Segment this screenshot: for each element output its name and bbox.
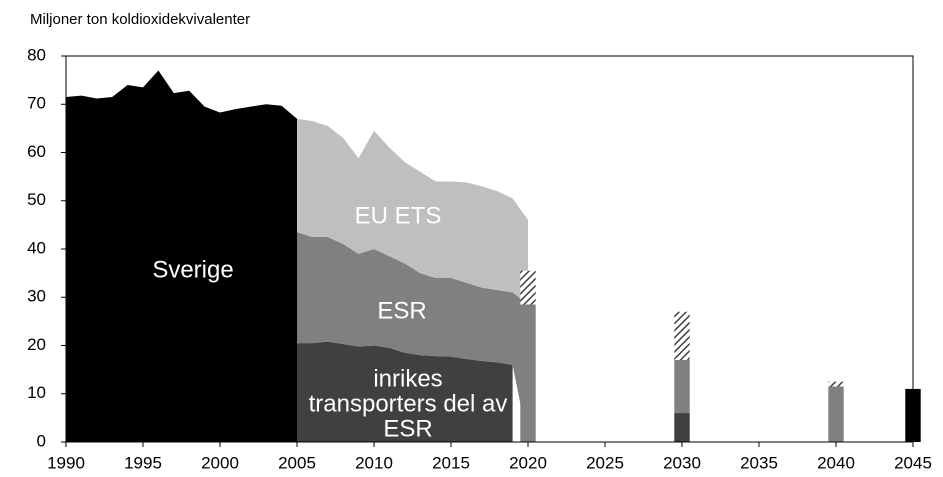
y-axis-label: Miljoner ton koldioxidekvivalenter: [30, 11, 250, 28]
x-tick-label: 2035: [740, 453, 778, 472]
x-tick-label: 2025: [586, 453, 624, 472]
area: [297, 118, 528, 305]
series-label: inrikes transporters del av ESR: [308, 365, 508, 443]
y-tick-label: 10: [27, 383, 46, 402]
x-tick-label: 2010: [355, 453, 393, 472]
bar: [520, 270, 536, 305]
bar: [674, 311, 690, 360]
x-tick-label: 2005: [278, 453, 316, 472]
x-tick-label: 2015: [432, 453, 470, 472]
y-tick-label: 0: [37, 431, 46, 450]
area: [297, 232, 528, 442]
x-tick-label: 2030: [663, 453, 701, 472]
y-tick-label: 30: [27, 287, 46, 306]
series-label: Sverige: [152, 256, 234, 284]
y-tick-label: 20: [27, 335, 46, 354]
x-tick-label: 2000: [201, 453, 239, 472]
bar: [828, 381, 844, 387]
y-tick-label: 40: [27, 238, 46, 257]
y-tick-label: 70: [27, 94, 46, 113]
y-tick-label: 60: [27, 142, 46, 161]
bar: [674, 359, 690, 414]
y-tick-label: 50: [27, 190, 46, 209]
x-tick-label: 1990: [47, 453, 85, 472]
series-label: EU ETS: [354, 202, 442, 230]
x-tick-label: 2040: [817, 453, 855, 472]
area: [297, 341, 513, 442]
x-tick-label: 1995: [124, 453, 162, 472]
bar: [828, 386, 844, 442]
y-tick-label: 80: [27, 45, 46, 64]
series-label: ESR: [377, 297, 427, 325]
bar: [520, 304, 536, 442]
x-tick-label: 2020: [509, 453, 547, 472]
area: [66, 70, 297, 442]
x-tick-label: 2045: [894, 453, 932, 472]
bar: [674, 413, 690, 442]
